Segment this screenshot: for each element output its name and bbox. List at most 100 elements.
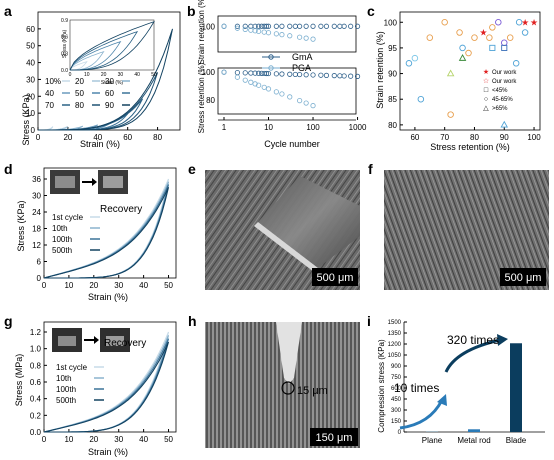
- pga-strain-point: [221, 23, 227, 29]
- gma-strain-point: [242, 23, 248, 29]
- inset-xlabel: Strain (%): [101, 80, 124, 86]
- data-point: [459, 44, 466, 52]
- panel-i: i 0 150 300 450 600 750 900 1050 1200 1350 1500 Co…: [367, 313, 545, 445]
- data-point: [495, 19, 502, 26]
- legend-label-1: PGA: [292, 63, 311, 73]
- data-point: [501, 44, 508, 51]
- data-point: [471, 34, 478, 41]
- x-tick-label: 10: [64, 435, 73, 444]
- gma-stress-point: [318, 72, 324, 78]
- category-label-0: Plane: [422, 436, 443, 445]
- x-tick-label: 50: [164, 281, 173, 290]
- gma-strain-point: [348, 23, 354, 29]
- x-tick-label: 60: [410, 133, 419, 142]
- gma-stress-point: [348, 73, 354, 79]
- gma-stress-point: [287, 71, 293, 77]
- y-tick-bottom: 100: [202, 68, 216, 77]
- legend-label-2: <45%: [492, 88, 508, 94]
- panel-b-label: b: [187, 3, 196, 19]
- axes-frame: [43, 167, 177, 279]
- curve-cycle-3: [43, 341, 170, 433]
- legend-label-0: GmA: [292, 52, 313, 62]
- y-tick-label: 80: [388, 121, 397, 130]
- y-tick-label: 750: [391, 375, 402, 381]
- gma-stress-point: [248, 70, 254, 76]
- inset-x-tick: 0: [69, 72, 72, 78]
- pga-stress-point: [279, 91, 285, 97]
- legend-label-8: 90: [105, 101, 114, 110]
- gma-stress-point: [354, 73, 361, 79]
- y-tick-label: 0.6: [30, 378, 42, 387]
- gma-strain-point: [279, 23, 285, 29]
- pga-strain-point: [234, 25, 241, 31]
- panel-g-label: g: [4, 313, 13, 329]
- pga-strain-point: [256, 28, 262, 34]
- pga-stress-point: [261, 84, 267, 90]
- pga-stress-point: [265, 86, 272, 92]
- data-point: [515, 19, 523, 26]
- panel-a-label: a: [4, 3, 12, 19]
- gma-strain-point: [303, 23, 309, 29]
- data-point: [441, 19, 448, 26]
- y-tick-label: 1350: [388, 331, 402, 337]
- legend-symbol: ★: [483, 68, 489, 76]
- pga-stress-point: [252, 81, 258, 87]
- x-tick-label: 1: [222, 123, 227, 132]
- y-tick-label: 1.0: [30, 345, 42, 354]
- gma-strain-point: [263, 23, 270, 29]
- pga-stress-point: [234, 74, 241, 80]
- y-tick-top: 100: [202, 22, 216, 31]
- gma-stress-point: [323, 72, 330, 78]
- gma-strain-point: [265, 23, 272, 29]
- pga-stress-point: [221, 69, 227, 75]
- panel-h-label: h: [188, 313, 197, 329]
- gma-strain-point: [273, 23, 279, 29]
- gma-strain-point: [310, 23, 316, 29]
- legend-symbol: △: [483, 105, 489, 112]
- gma-stress-point: [252, 70, 258, 76]
- panel-b-xlabel: Cycle number: [264, 139, 320, 149]
- pga-strain-point: [303, 35, 309, 41]
- data-point-star: ★: [479, 28, 487, 38]
- y-tick-label: 450: [391, 397, 402, 403]
- x-tick-label: 40: [139, 281, 148, 290]
- x-tick-label: 0: [42, 281, 47, 290]
- panel-c-label: c: [367, 3, 375, 19]
- panel-d-xlabel: Strain (%): [88, 292, 128, 302]
- gma-stress-point: [331, 73, 337, 79]
- panel-b: b 1 10 100 1000 100 100 80 Strain retention (%…: [187, 0, 367, 149]
- inset-y-tick: 0.9: [61, 18, 68, 24]
- panel-g-xlabel: Strain (%): [88, 447, 128, 457]
- gma-strain-point: [297, 23, 303, 29]
- legend-label-7: 80: [75, 101, 84, 110]
- panel-g-photos: [52, 328, 130, 352]
- inset-x-tick: 20: [101, 72, 107, 78]
- y-tick-label: 0: [31, 126, 36, 135]
- panel-h-annotation: 15 μm: [297, 385, 328, 397]
- y-tick-label: 1500: [388, 320, 402, 326]
- pga-stress-point: [287, 94, 293, 100]
- data-point-star: ★: [521, 17, 529, 27]
- gma-stress-point: [341, 73, 347, 79]
- panel-i-label: i: [367, 313, 371, 329]
- y-tick-label: 40: [26, 59, 35, 68]
- legend-label-3: 500th: [52, 246, 72, 255]
- gma-strain-point: [234, 23, 241, 29]
- pga-stress-point: [256, 82, 262, 88]
- x-tick-label: 20: [89, 435, 98, 444]
- inset-y-tick: 0.6: [61, 35, 68, 41]
- panel-c-legend: ★ Our work☆ Our work□ <45%○ 45-65%△ >65%: [483, 68, 517, 112]
- inset-x-tick: 50: [151, 72, 157, 78]
- y-tick-bottom: 80: [206, 96, 215, 105]
- y-tick-label: 300: [391, 408, 402, 414]
- panel-g-recovery: Recovery: [104, 338, 146, 349]
- legend-label-1: 10th: [56, 374, 72, 383]
- pga-strain-point: [297, 34, 303, 40]
- panel-f: f 500 μm: [368, 161, 549, 290]
- inset-x-tick: 10: [84, 72, 90, 78]
- y-tick-label: 1050: [388, 353, 402, 359]
- arrow-10x: [399, 399, 444, 430]
- gma-strain-point: [341, 23, 347, 29]
